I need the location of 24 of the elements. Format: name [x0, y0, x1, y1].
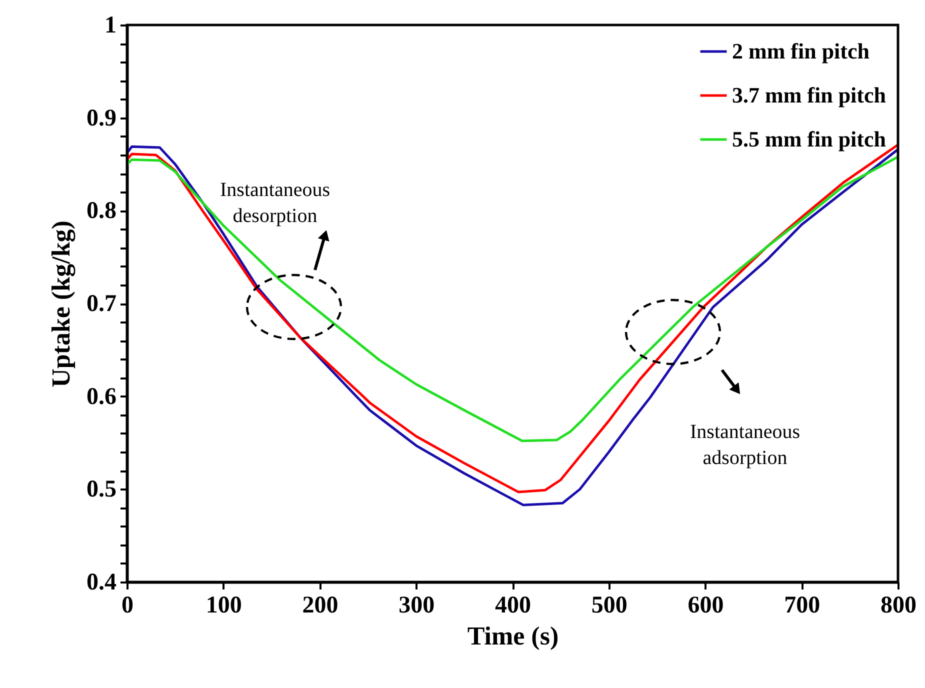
annotation: Instantaneous adsorption: [690, 421, 800, 469]
x-tick-label: 600: [688, 592, 724, 618]
legend-label: 2 mm fin pitch: [732, 38, 870, 64]
x-tick-label: 800: [880, 592, 916, 618]
y-tick-label: 0.8: [86, 198, 116, 224]
x-axis-title: Time (s): [467, 622, 559, 650]
legend-label: 5.5 mm fin pitch: [732, 126, 886, 152]
x-tick-label: 100: [206, 592, 242, 618]
y-tick-label: 0.4: [86, 570, 116, 596]
legend-label: 3.7 mm fin pitch: [732, 82, 886, 108]
x-tick-label: 0: [122, 592, 134, 618]
y-tick-label: 0.5: [86, 476, 116, 503]
x-tick-label: 200: [302, 592, 338, 618]
y-tick-label: 0.7: [86, 291, 116, 317]
x-tick-label: 400: [495, 592, 531, 618]
x-tick-label: 500: [591, 592, 628, 618]
x-tick-label: 700: [784, 592, 820, 618]
x-tick-label: 300: [398, 592, 435, 618]
y-tick-label: 1: [104, 12, 116, 38]
annotation: Instantaneous desorption: [220, 179, 330, 227]
y-tick-label: 0.9: [86, 105, 116, 132]
y-tick-label: 0.6: [86, 384, 116, 410]
y-axis-title: Uptake (kg/kg): [46, 220, 76, 388]
line-series: [127, 156, 898, 442]
